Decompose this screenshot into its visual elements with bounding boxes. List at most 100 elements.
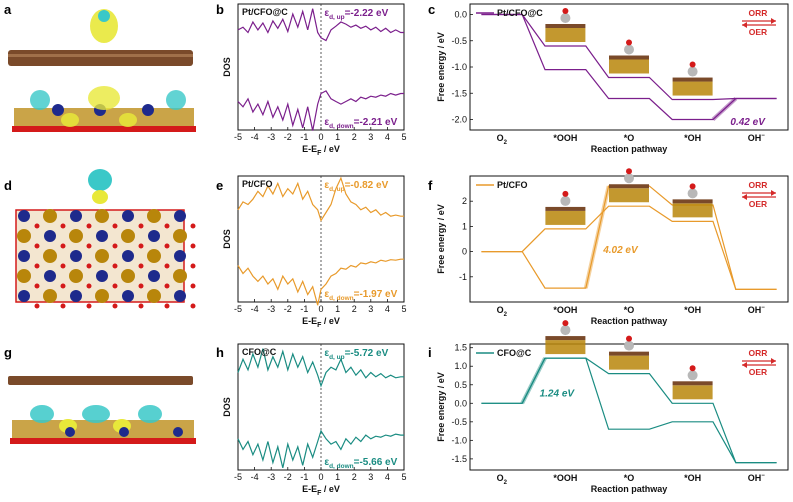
co-atom: [122, 210, 134, 222]
free-energy-U0-path: [481, 205, 777, 290]
x-tick-label: -1: [300, 304, 308, 314]
adsorbate-slab-thumbnail: [545, 28, 586, 42]
category-label: *O: [624, 133, 635, 143]
x-tick-label: -5: [234, 472, 242, 482]
category-label: OH−: [748, 133, 766, 143]
barrier-label: 1.24 eV: [540, 389, 576, 400]
oxygen-atom: [190, 243, 196, 249]
co-atom: [52, 104, 64, 116]
adsorbate-o-atom: [626, 335, 632, 342]
adsorbate-pt-atom: [560, 195, 571, 206]
oxygen-atom: [112, 263, 118, 269]
x-tick-label: -2: [284, 472, 292, 482]
adsorbate-o-atom: [626, 39, 632, 46]
legend-label: CFO@C: [497, 348, 532, 358]
dos-spin-down-line: [237, 90, 404, 131]
lattice-rows: [17, 209, 196, 309]
structure-g: [8, 376, 196, 444]
co-atom: [122, 250, 134, 262]
barrier-label: 4.02 eV: [602, 245, 639, 256]
x-tick-label: 5: [401, 472, 406, 482]
oxygen-atom: [112, 303, 118, 309]
co-atom: [65, 427, 75, 437]
epsilon-up-label: εd, up=-5.72 eV: [324, 348, 388, 361]
adsorbate-slab-thumbnail: [545, 210, 586, 225]
fe-atom: [69, 269, 83, 283]
legend-label: Pt/CFO@C: [242, 7, 288, 17]
y-tick-label: 0.0: [454, 10, 467, 20]
oxygen-atom: [112, 283, 118, 289]
co-atom: [173, 427, 183, 437]
legend-label: Pt/CFO@C: [497, 8, 543, 18]
co-atom: [174, 210, 186, 222]
co-atom: [96, 230, 108, 242]
adsorbate-pt-atom: [624, 173, 634, 184]
co-atom: [174, 290, 186, 302]
adsorbate-slab-thumbnail: [545, 340, 586, 355]
oer-label: OER: [749, 367, 767, 377]
isosurface-cyan: [30, 405, 54, 423]
adsorbate-pt-atom: [687, 188, 698, 199]
fe-atom: [95, 249, 109, 263]
adsorbate-slab-carbon: [672, 199, 713, 204]
free-energy-panel-pt-cfo-c: 0.0 -0.5 -1.0 -1.5 -2.0 0.42 eV O2 *OOH *O *OH OH−…: [436, 3, 789, 154]
isosurface-cyan: [30, 90, 50, 110]
oer-arrow-head: [742, 194, 747, 200]
adsorbate-o-atom: [689, 61, 696, 68]
adsorbate-slab-thumbnail: [609, 59, 649, 74]
x-tick-label: -1: [300, 472, 308, 482]
orr-arrow-head: [771, 190, 776, 196]
y-tick-label: -1.5: [451, 454, 467, 464]
structure-d: [15, 169, 196, 309]
category-label: *OH: [684, 473, 701, 483]
orr-label: ORR: [749, 348, 768, 358]
x-tick-label: 2: [352, 304, 357, 314]
isosurface-cyan: [98, 10, 110, 22]
oxygen-atom: [86, 283, 92, 289]
co-atom: [18, 210, 30, 222]
y-axis-label: Free energy / eV: [436, 204, 446, 274]
dos-spin-down-line: [237, 429, 404, 469]
oxygen-atom: [60, 263, 66, 269]
panel-label-i: i: [428, 345, 432, 360]
x-tick-label: 5: [401, 132, 406, 142]
x-tick-label: 4: [385, 132, 390, 142]
oxygen-atom: [190, 223, 196, 229]
panel-label-g: g: [4, 345, 12, 360]
x-axis-label: Reaction pathway: [591, 484, 668, 494]
isosurface-cyan: [166, 90, 186, 110]
x-tick-label: -3: [267, 472, 275, 482]
x-tick-label: 0: [318, 472, 323, 482]
fe-atom: [147, 289, 161, 303]
oxygen-atom: [86, 263, 92, 269]
oxygen-atom: [60, 283, 66, 289]
graphene-sheet: [8, 50, 193, 66]
co-atom: [44, 230, 56, 242]
isosurface-cyan: [88, 169, 112, 191]
co-atom: [148, 230, 160, 242]
x-tick-label: -4: [251, 304, 259, 314]
category-label: *OOH: [553, 133, 577, 143]
epsilon-up-label: εd, up=-2.22 eV: [324, 8, 388, 21]
x-tick-label: -3: [267, 304, 275, 314]
slab-layer: [12, 420, 194, 442]
rate-limiting-step-highlight: [520, 357, 547, 405]
oxygen-atom: [164, 243, 170, 249]
x-tick-label: 4: [385, 472, 390, 482]
orr-arrow-head: [771, 358, 776, 364]
adsorbate-o-atom: [562, 8, 569, 14]
legend-label: Pt/CFO: [242, 179, 273, 189]
adsorbate-o-atom: [626, 168, 632, 175]
co-atom: [122, 290, 134, 302]
adsorbate-slab-carbon: [609, 184, 649, 189]
category-label: O2: [497, 133, 508, 146]
panel-label-f: f: [428, 178, 433, 193]
x-axis-label: E-EF / eV: [302, 144, 340, 157]
adsorbate-slab-carbon: [609, 55, 649, 60]
x-tick-label: 1: [335, 304, 340, 314]
dos-panel-pt-cfo-c: -5 -4 -3 -2 -1 0 1 2 3 4 5 E-EF / eV DOS Pt/CFO@C εd, …: [222, 3, 407, 157]
adsorbate-slab-carbon: [545, 336, 586, 341]
co-atom: [18, 290, 30, 302]
y-axis-label: DOS: [222, 229, 232, 249]
co-atom: [44, 270, 56, 282]
